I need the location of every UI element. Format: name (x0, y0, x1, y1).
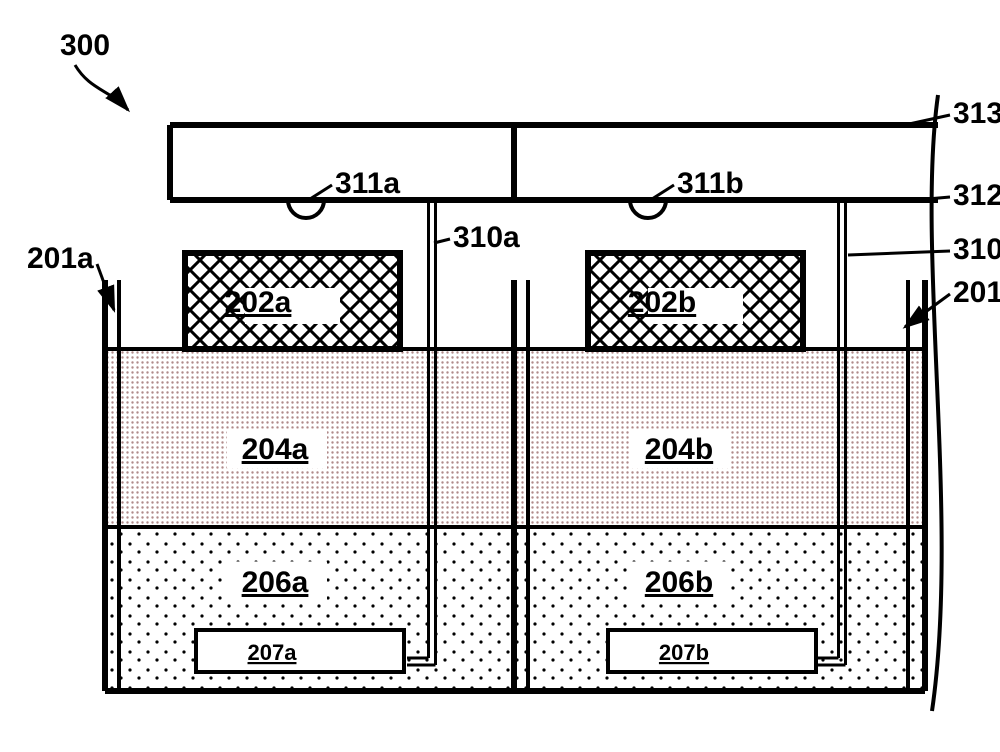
box-207a (196, 630, 404, 672)
label-l201b: 201b (953, 276, 1000, 309)
break-line (932, 95, 942, 711)
label-l310b-lead (848, 251, 950, 255)
figure-label-arrow (75, 65, 128, 110)
box-207b (608, 630, 816, 672)
label-l312: 312 (953, 179, 1000, 212)
label-l207a: 207a (248, 640, 298, 665)
label-l204b: 204b (645, 433, 713, 466)
label-l313: 313 (953, 97, 1000, 130)
label-l202a: 202a (225, 286, 292, 319)
label-l311a-lead (310, 185, 332, 199)
label-l206a: 206a (242, 566, 309, 599)
label-l201a: 201a (27, 242, 94, 275)
label-l206b: 206b (645, 566, 713, 599)
label-l202b: 202b (628, 286, 696, 319)
label-l311a: 311a (335, 167, 400, 200)
label-l310b: 310b (953, 233, 1000, 266)
figure-label: 300 (60, 29, 110, 62)
label-l310a: 310a (453, 221, 520, 254)
label-l311b-lead (652, 185, 674, 199)
label-l207b: 207b (659, 640, 709, 665)
label-l311b: 311b (677, 167, 744, 200)
label-l204a: 204a (242, 433, 309, 466)
